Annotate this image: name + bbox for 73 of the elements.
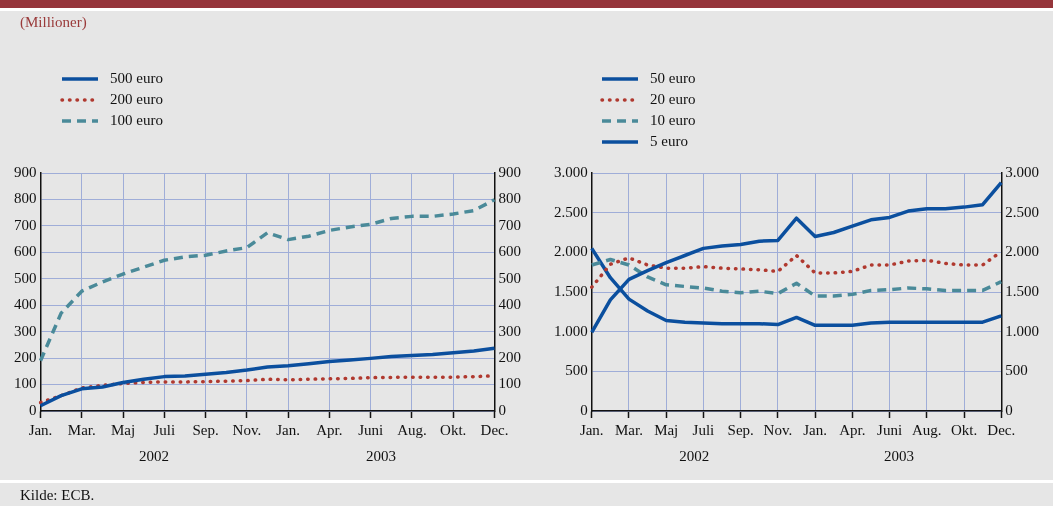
y-tick-label: 900: [14, 163, 37, 180]
x-tick-label: Okt.: [950, 421, 978, 438]
y-tick-label: 400: [14, 296, 37, 313]
legend-label: 100 euro: [110, 112, 163, 129]
y2-tick-label: 800: [498, 190, 521, 207]
y-tick-label: 2.000: [554, 243, 588, 260]
y2-tick-label: 1.500: [1005, 282, 1039, 299]
x-tick-label: Jan.: [28, 421, 53, 438]
y-tick-label: 200: [14, 349, 37, 366]
x-tick-label: Apr.: [839, 421, 866, 438]
legend-label: 500 euro: [110, 70, 163, 87]
y-tick-label: 800: [14, 190, 37, 207]
x-tick-label: Jan.: [803, 421, 827, 438]
line-series: [590, 257, 1003, 298]
x-tick-label: Okt.: [440, 421, 467, 438]
y2-tick-label: 3.000: [1005, 163, 1039, 180]
text: 2003: [883, 448, 914, 465]
x-tick-label: Aug.: [397, 421, 427, 438]
y2-tick-label: 400: [498, 296, 521, 313]
y-tick-label: 300: [14, 322, 37, 339]
y-tick-label: 500: [14, 269, 37, 286]
x-tick-label: Aug.: [912, 421, 942, 438]
y-tick-label: 600: [14, 243, 37, 260]
x-tick-label: Apr.: [316, 421, 343, 438]
y2-tick-label: 500: [1005, 362, 1028, 379]
x-tick-label: Jan.: [579, 421, 604, 438]
legend-label: 5 euro: [650, 133, 688, 150]
y2-tick-label: 2.500: [1005, 203, 1039, 220]
y-tick-label: 500: [565, 362, 588, 379]
y2-tick-label: 0: [1005, 401, 1013, 418]
x-tick-label: Mar.: [615, 421, 643, 438]
y-tick-label: 2.500: [554, 203, 588, 220]
text: Kilde: ECB.: [20, 487, 95, 504]
chart-subtitle: (Millioner): [20, 14, 87, 31]
x-tick-label: Jan.: [276, 421, 301, 438]
y2-tick-label: 1.000: [1005, 322, 1039, 339]
x-tick-label: Juli: [153, 421, 176, 438]
legend-label: 10 euro: [650, 112, 696, 129]
y2-tick-label: 500: [498, 269, 521, 286]
line-series: [38, 197, 497, 363]
x-tick-label: Maj: [110, 421, 136, 438]
y-tick-label: 700: [14, 216, 37, 233]
x-tick-label: Juni: [877, 421, 903, 438]
y-tick-label: 0: [29, 401, 37, 418]
x-tick-label: Juni: [358, 421, 384, 438]
y-tick-label: 0: [580, 401, 588, 418]
x-tick-label: Nov.: [232, 421, 262, 438]
y2-tick-label: 0: [498, 401, 506, 418]
x-tick-label: Dec.: [480, 421, 509, 438]
y-tick-label: 1.500: [554, 282, 588, 299]
y2-tick-label: 600: [498, 243, 521, 260]
y2-tick-label: 100: [498, 375, 521, 392]
legend-label: 200 euro: [110, 91, 163, 108]
y2-tick-label: 200: [498, 349, 521, 366]
x-tick-label: Nov.: [763, 421, 793, 438]
legend-label: 20 euro: [650, 91, 696, 108]
y2-tick-label: 2.000: [1005, 243, 1039, 260]
y2-tick-label: 300: [498, 322, 521, 339]
y-tick-label: 100: [14, 375, 37, 392]
x-tick-label: Juli: [692, 421, 715, 438]
text: 2002: [679, 448, 710, 465]
text: 2002: [139, 448, 169, 465]
y2-tick-label: 900: [498, 163, 521, 180]
y-tick-label: 1.000: [554, 322, 588, 339]
x-tick-label: Sep.: [727, 421, 754, 438]
legend-label: 50 euro: [650, 70, 696, 87]
text: 2003: [366, 448, 396, 465]
x-tick-label: Maj: [654, 421, 679, 438]
x-tick-label: Sep.: [192, 421, 219, 438]
x-tick-label: Mar.: [67, 421, 96, 438]
x-tick-label: Dec.: [987, 421, 1016, 438]
y-tick-label: 3.000: [554, 163, 588, 180]
y2-tick-label: 700: [498, 216, 521, 233]
